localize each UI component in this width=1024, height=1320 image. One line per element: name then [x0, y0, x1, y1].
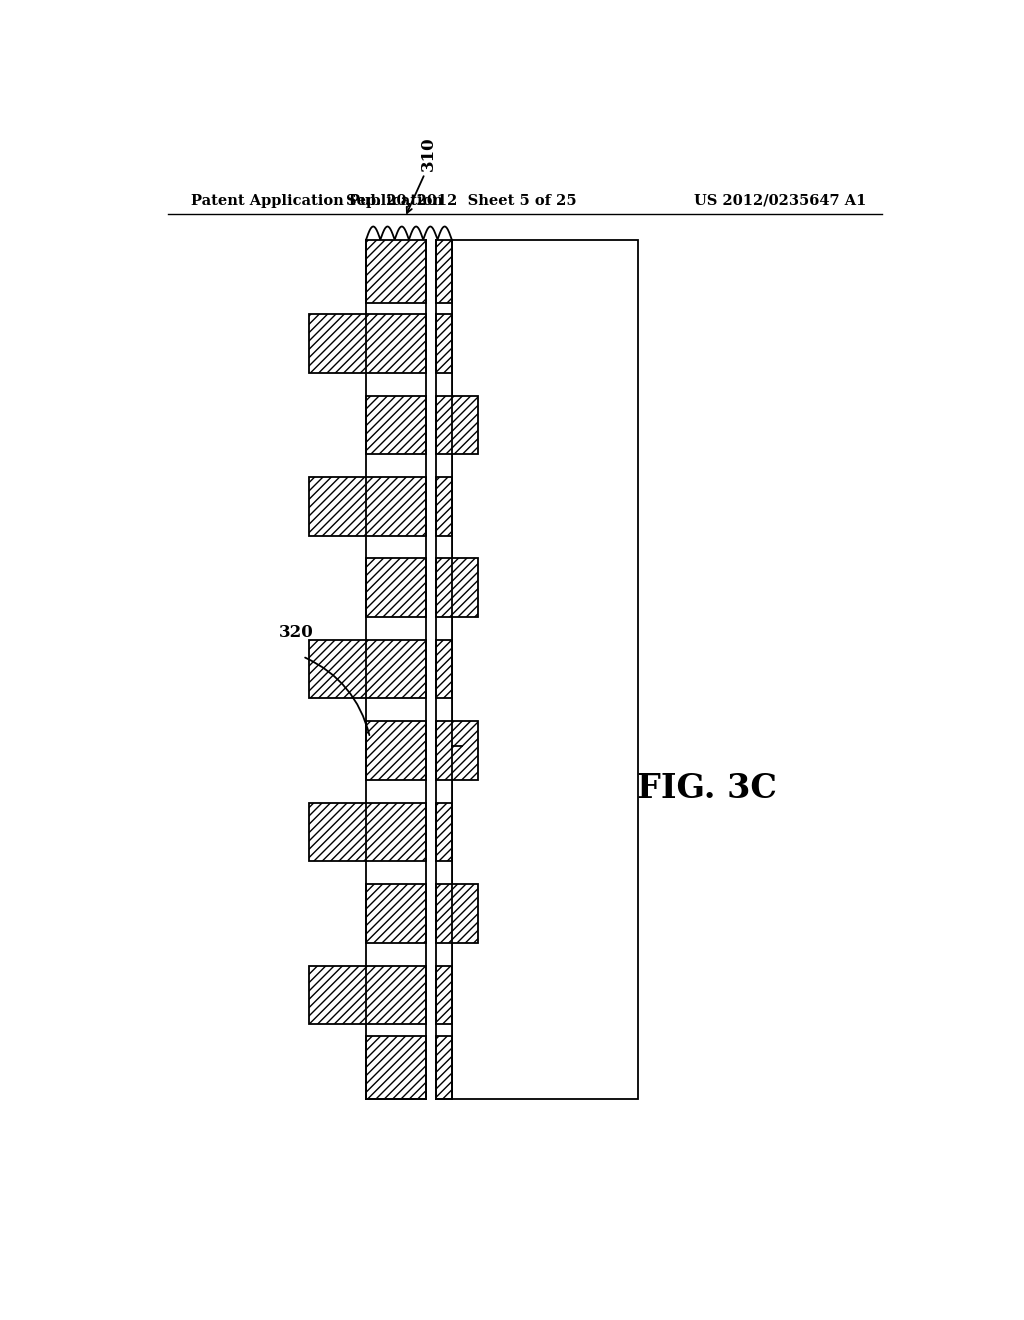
Text: Sep. 20, 2012  Sheet 5 of 25: Sep. 20, 2012 Sheet 5 of 25	[346, 194, 577, 209]
Bar	[367, 558, 426, 616]
Bar	[436, 314, 452, 372]
Bar	[309, 640, 426, 698]
Bar	[436, 1036, 452, 1098]
Bar	[367, 1036, 426, 1098]
Text: 305: 305	[462, 729, 479, 764]
Bar	[436, 803, 452, 862]
Bar	[452, 240, 638, 1098]
Bar	[436, 721, 478, 780]
Bar	[436, 640, 452, 698]
Text: FIG. 3C: FIG. 3C	[637, 772, 777, 805]
Bar	[436, 477, 452, 536]
Bar	[309, 477, 426, 536]
Bar	[436, 965, 452, 1024]
Bar	[309, 965, 426, 1024]
Bar	[367, 396, 426, 454]
Bar	[367, 721, 426, 780]
Bar	[309, 803, 426, 862]
Text: US 2012/0235647 A1: US 2012/0235647 A1	[693, 194, 866, 209]
Text: 310: 310	[420, 136, 437, 170]
Bar	[367, 240, 426, 302]
Text: 320: 320	[279, 624, 313, 642]
Text: Patent Application Publication: Patent Application Publication	[191, 194, 443, 209]
Bar	[436, 240, 452, 302]
Bar	[436, 558, 478, 616]
Bar	[436, 396, 478, 454]
Bar	[436, 240, 452, 1098]
Bar	[436, 884, 478, 942]
Bar	[367, 240, 426, 1098]
Bar	[309, 314, 426, 372]
Bar	[367, 884, 426, 942]
